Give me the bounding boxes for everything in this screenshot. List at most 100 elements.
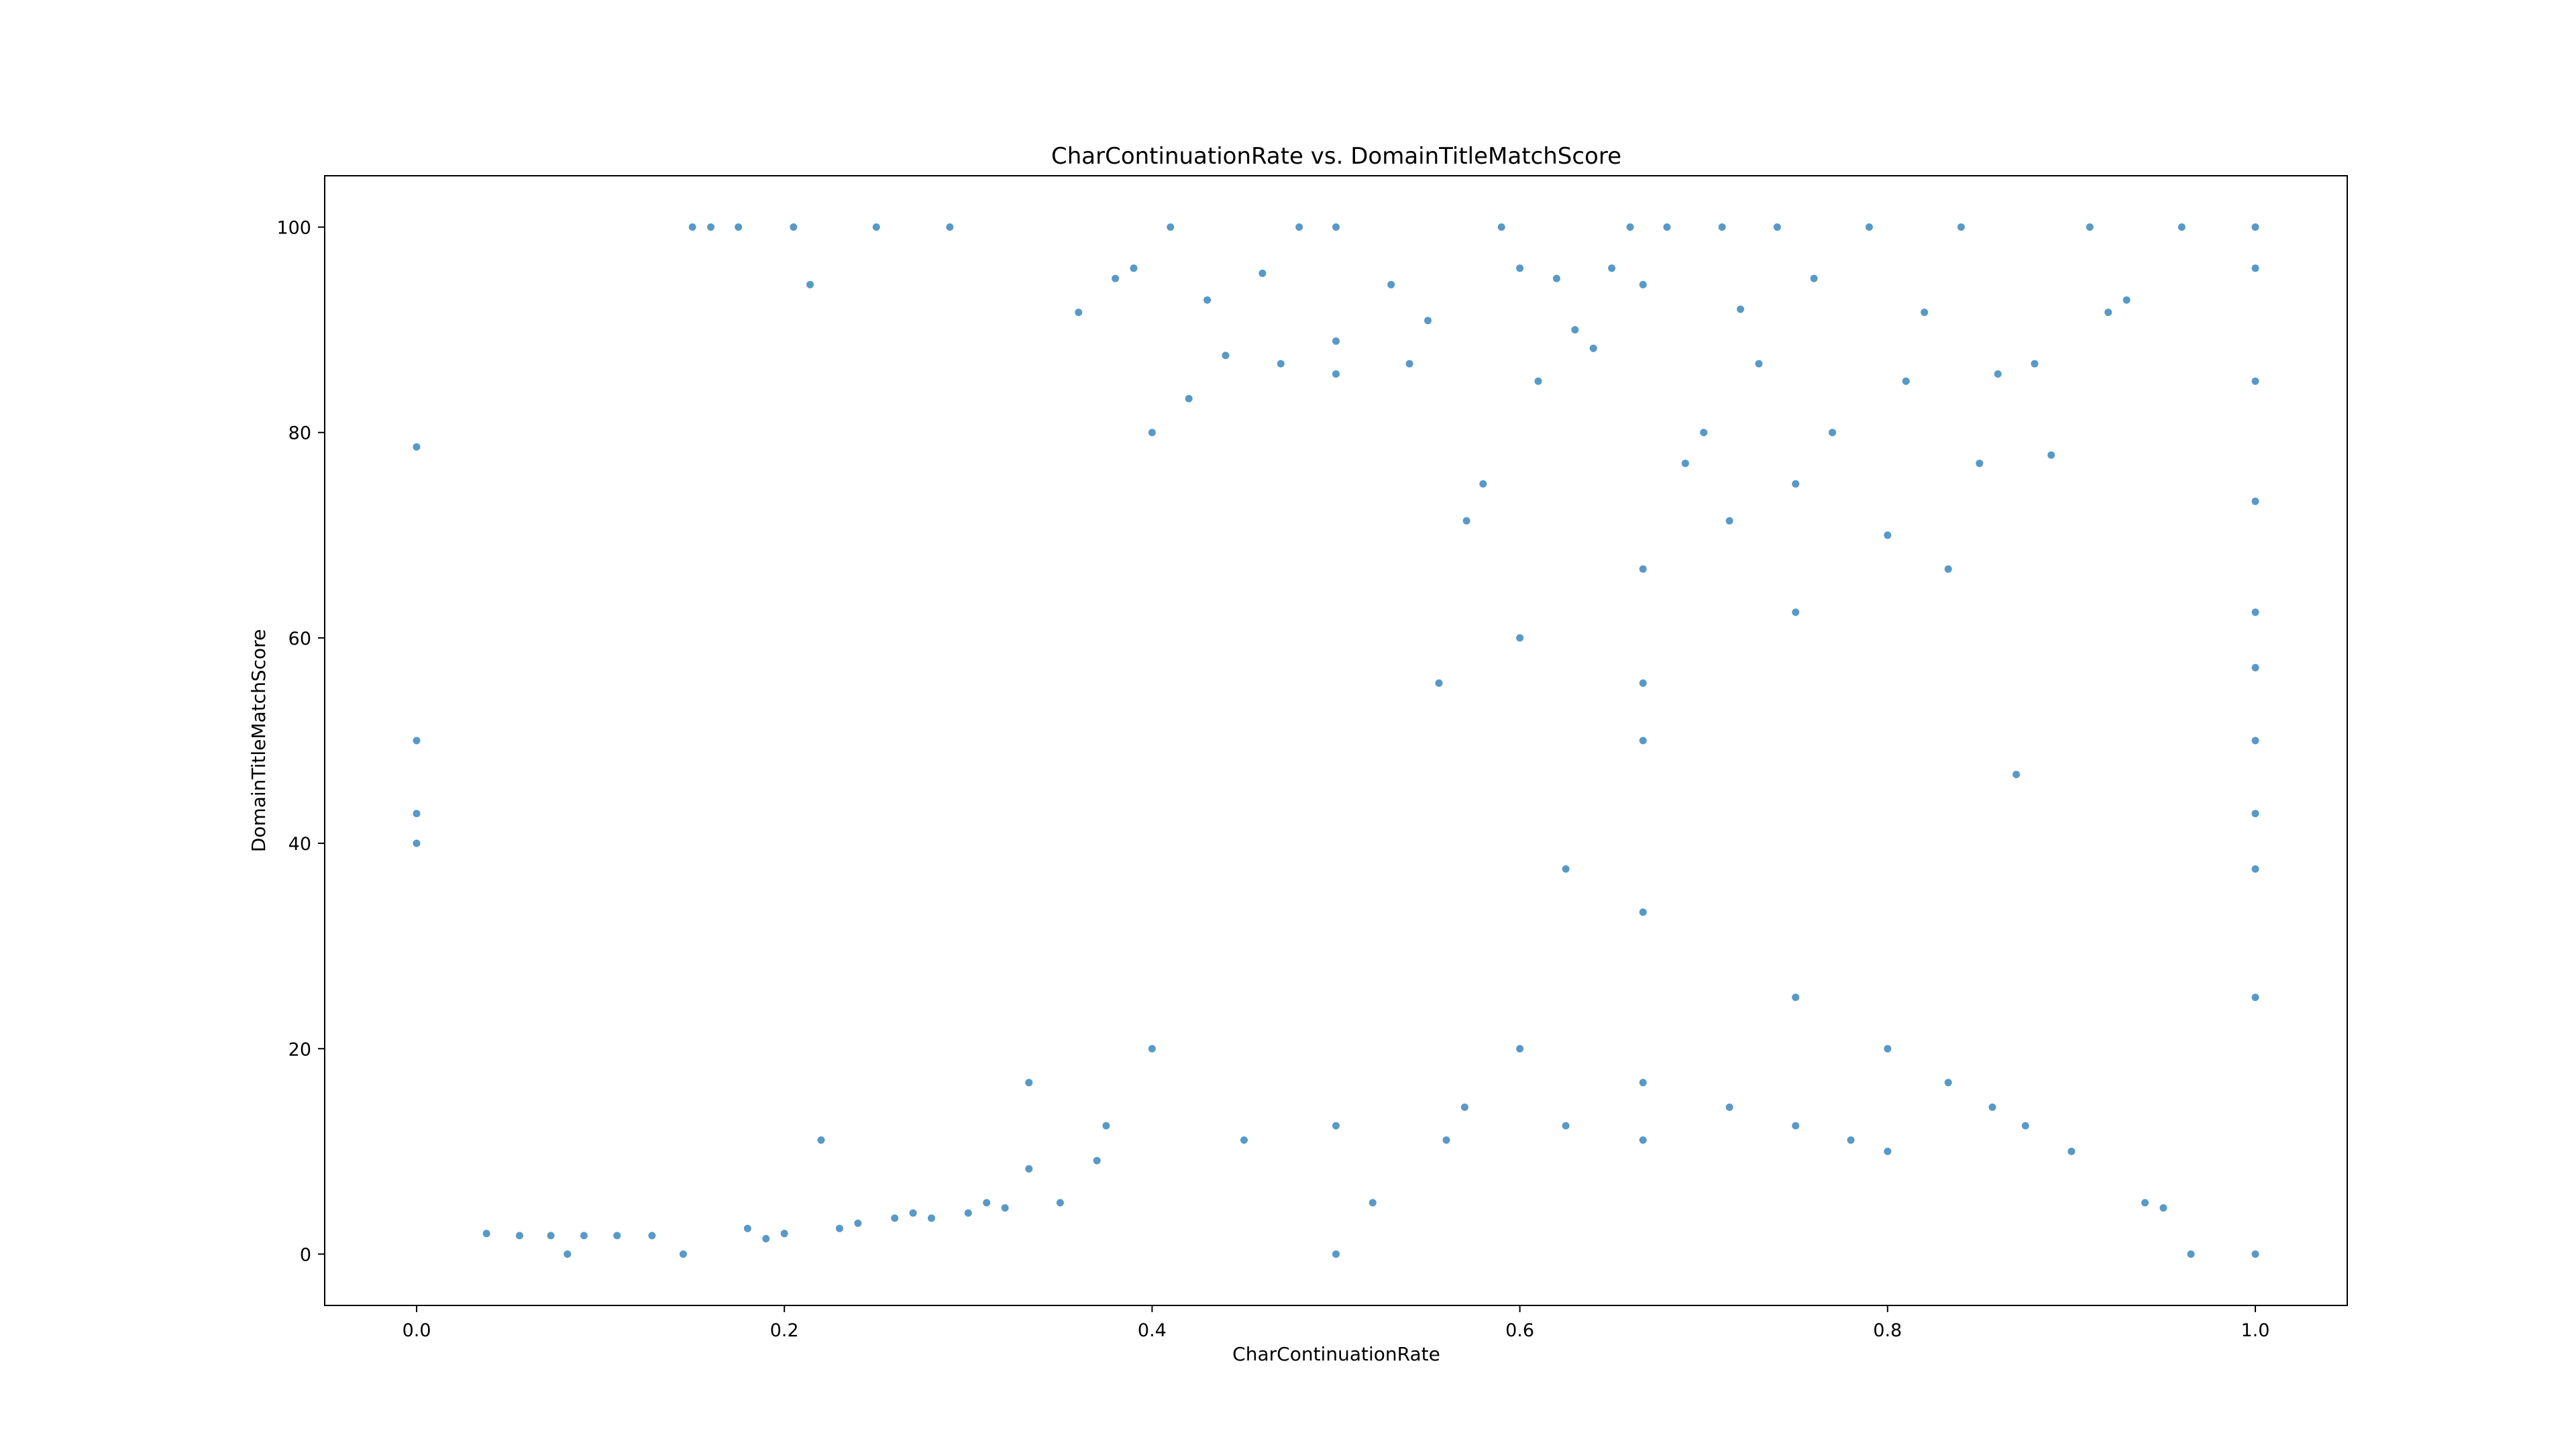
data-points: [413, 223, 2259, 1258]
data-point: [2104, 309, 2112, 317]
data-point: [806, 280, 814, 288]
data-point: [2047, 451, 2055, 459]
data-point: [1203, 296, 1212, 304]
data-point: [928, 1214, 935, 1222]
data-point: [1332, 337, 1340, 345]
x-tick-label: 0.8: [1873, 1320, 1902, 1341]
data-point: [2251, 663, 2259, 672]
data-point: [1025, 1079, 1033, 1087]
data-point: [1755, 360, 1763, 368]
data-point: [1056, 1199, 1064, 1207]
data-point: [707, 223, 715, 231]
data-point: [1792, 994, 1800, 1002]
data-point: [1462, 517, 1470, 525]
data-point: [2251, 865, 2259, 873]
x-tick-label: 0.2: [770, 1320, 799, 1341]
data-point: [1773, 223, 1781, 231]
data-point: [1639, 908, 1647, 916]
x-tick-label: 0.6: [1505, 1320, 1534, 1341]
y-axis-ticks: 0 20 40 60 80 100: [276, 218, 325, 1265]
data-point: [1718, 223, 1726, 231]
data-point: [891, 1214, 899, 1222]
x-axis-ticks: 0.0 0.2 0.4 0.6 0.8 1.0: [402, 1305, 2269, 1341]
data-point: [1562, 1122, 1570, 1130]
data-point: [1332, 370, 1340, 378]
data-point: [1944, 565, 1952, 573]
x-tick-label: 0.4: [1138, 1320, 1167, 1341]
data-point: [2251, 223, 2259, 231]
data-point: [2141, 1199, 2149, 1207]
data-point: [1884, 531, 1892, 539]
data-point: [1639, 1136, 1647, 1144]
data-point: [2086, 223, 2094, 231]
data-point: [680, 1250, 687, 1258]
data-point: [743, 1224, 751, 1232]
data-point: [1167, 223, 1175, 231]
data-point: [964, 1209, 972, 1217]
x-tick-label: 1.0: [2241, 1320, 2269, 1341]
data-point: [1988, 1104, 1996, 1111]
data-point: [2068, 1147, 2076, 1155]
data-point: [780, 1230, 788, 1238]
data-point: [1479, 480, 1487, 488]
data-point: [1222, 352, 1230, 360]
data-point: [1810, 274, 1818, 282]
data-point: [688, 223, 696, 231]
data-point: [1240, 1136, 1248, 1144]
data-point: [1130, 264, 1138, 272]
data-point: [1332, 1122, 1340, 1130]
data-point: [2251, 497, 2259, 505]
data-point: [1534, 377, 1542, 385]
data-point: [564, 1250, 572, 1258]
data-point: [1001, 1204, 1009, 1212]
plot-frame: [324, 175, 2348, 1306]
data-point: [1387, 280, 1395, 288]
y-tick-label: 100: [276, 218, 311, 239]
data-point: [836, 1224, 843, 1232]
data-point: [1737, 305, 1744, 313]
data-point: [2123, 296, 2131, 304]
data-point: [1884, 1044, 1892, 1053]
data-point: [1725, 517, 1733, 525]
y-tick-label: 60: [288, 629, 311, 649]
data-point: [1148, 429, 1156, 437]
data-point: [854, 1220, 862, 1227]
data-point: [790, 223, 798, 231]
data-point: [1681, 460, 1689, 468]
data-point: [2021, 1122, 2029, 1130]
data-point: [1725, 1104, 1733, 1111]
data-point: [1148, 1044, 1156, 1053]
data-point: [482, 1230, 490, 1238]
data-point: [1639, 280, 1647, 288]
data-point: [413, 810, 421, 818]
data-point: [1424, 317, 1432, 325]
data-point: [2178, 223, 2186, 231]
y-tick-label: 20: [288, 1039, 311, 1060]
data-point: [2187, 1250, 2195, 1258]
data-point: [2012, 771, 2021, 778]
data-point: [1639, 679, 1647, 687]
data-point: [2251, 1250, 2259, 1258]
data-point: [1277, 360, 1285, 368]
data-point: [1516, 634, 1524, 642]
data-point: [1626, 223, 1634, 231]
data-point: [1460, 1104, 1468, 1111]
data-point: [817, 1136, 825, 1144]
data-point: [1847, 1136, 1855, 1144]
data-point: [1829, 429, 1836, 437]
data-point: [1435, 679, 1443, 687]
data-point: [1792, 1122, 1800, 1130]
y-tick-label: 80: [288, 423, 311, 444]
data-point: [1112, 274, 1120, 282]
data-point: [648, 1232, 656, 1240]
data-point: [1608, 264, 1616, 272]
data-point: [983, 1199, 991, 1207]
data-point: [413, 737, 421, 745]
data-point: [1865, 223, 1873, 231]
data-point: [2251, 994, 2259, 1002]
data-point: [1405, 360, 1413, 368]
data-point: [1571, 326, 1579, 334]
data-point: [1516, 1044, 1524, 1053]
data-point: [909, 1209, 917, 1217]
